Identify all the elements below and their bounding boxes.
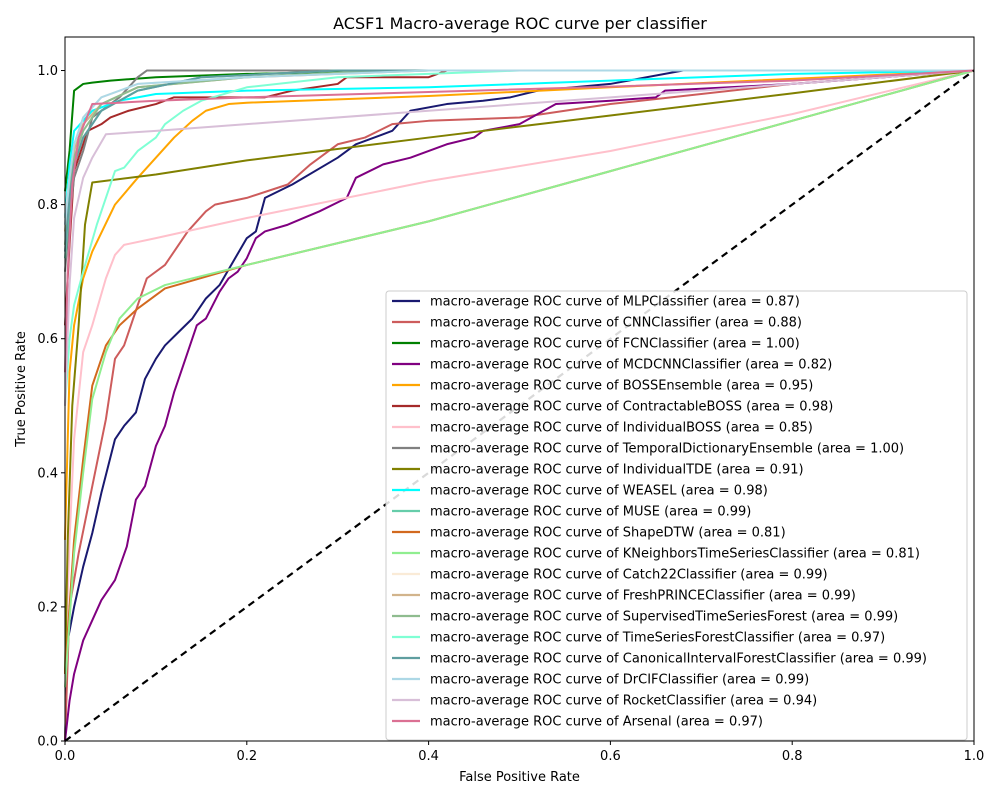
legend-label: macro-average ROC curve of FCNClassifier… (430, 337, 800, 352)
x-tick-label: 1.0 (964, 749, 985, 764)
roc-curve-19 (64, 69, 975, 406)
roc-curve-18 (64, 69, 974, 225)
legend-label: macro-average ROC curve of MCDCNNClassif… (430, 358, 832, 373)
y-tick-label: 0.8 (37, 198, 58, 213)
roc-curve-17 (64, 69, 974, 252)
legend-label: macro-average ROC curve of BOSSEnsemble … (430, 379, 813, 394)
roc-curve-1 (64, 69, 975, 742)
y-tick-label: 1.0 (37, 64, 58, 79)
x-tick-label: 0.4 (418, 749, 439, 764)
roc-curve-8 (64, 69, 975, 674)
x-tick-label: 0.0 (55, 749, 76, 764)
legend-label: macro-average ROC curve of CNNClassifier… (430, 316, 802, 331)
x-tick-label: 0.2 (236, 749, 257, 764)
curves-layer (64, 69, 975, 742)
x-axis-label: False Positive Rate (459, 770, 580, 785)
roc-curve-20 (64, 69, 975, 373)
legend-label: macro-average ROC curve of WEASEL (area … (430, 484, 768, 499)
y-axis-label: True Positive Rate (14, 331, 29, 448)
roc-curve-0 (64, 69, 974, 742)
ticks-layer: 0.0 0.2 0.4 0.6 0.8 1.0 0.0 0.2 0.4 0.6 0.8 1.0 (37, 64, 984, 764)
roc-curve-3 (64, 69, 975, 742)
legend-label: macro-average ROC curve of FreshPRINCECl… (430, 589, 856, 604)
legend-label: macro-average ROC curve of ShapeDTW (are… (430, 526, 786, 541)
y-tick-label: 0.0 (37, 735, 58, 750)
legend-label: macro-average ROC curve of IndividualBOS… (430, 421, 813, 436)
y-tick-label: 0.6 (37, 332, 58, 347)
legend-label: macro-average ROC curve of KNeighborsTim… (430, 547, 920, 562)
legend-label: macro-average ROC curve of RocketClassif… (430, 694, 817, 709)
y-tick-label: 0.4 (37, 466, 58, 481)
roc-curve-9 (64, 69, 975, 219)
legend-label: macro-average ROC curve of DrCIFClassifi… (430, 673, 809, 688)
legend-label: macro-average ROC curve of IndividualTDE… (430, 463, 804, 478)
legend-label: macro-average ROC curve of CanonicalInte… (430, 652, 927, 667)
x-tick-label: 0.6 (600, 749, 621, 764)
legend-label: macro-average ROC curve of TemporalDicti… (430, 442, 904, 457)
legend-label: macro-average ROC curve of SupervisedTim… (430, 610, 898, 625)
y-tick-label: 0.2 (37, 600, 58, 615)
legend-label: macro-average ROC curve of MUSE (area = … (430, 505, 751, 520)
roc-curve-6 (64, 69, 975, 674)
legend-label: macro-average ROC curve of ContractableB… (430, 400, 833, 415)
legend-box (385, 290, 968, 741)
legend-label: macro-average ROC curve of TimeSeriesFor… (430, 631, 885, 646)
legend: macro-average ROC curve of MLPClassifier… (385, 290, 968, 741)
plot-frame (64, 36, 975, 742)
x-tick-label: 0.8 (782, 749, 803, 764)
legend-label: macro-average ROC curve of MLPClassifier… (430, 295, 800, 310)
roc-curve-16 (64, 69, 974, 406)
roc-curve-12 (64, 69, 975, 688)
legend-label: macro-average ROC curve of Arsenal (area… (430, 715, 763, 730)
legend-label: macro-average ROC curve of Catch22Classi… (430, 568, 828, 583)
chart-title: ACSF1 Macro-average ROC curve per classi… (333, 14, 707, 33)
roc-curve-4 (64, 69, 975, 540)
